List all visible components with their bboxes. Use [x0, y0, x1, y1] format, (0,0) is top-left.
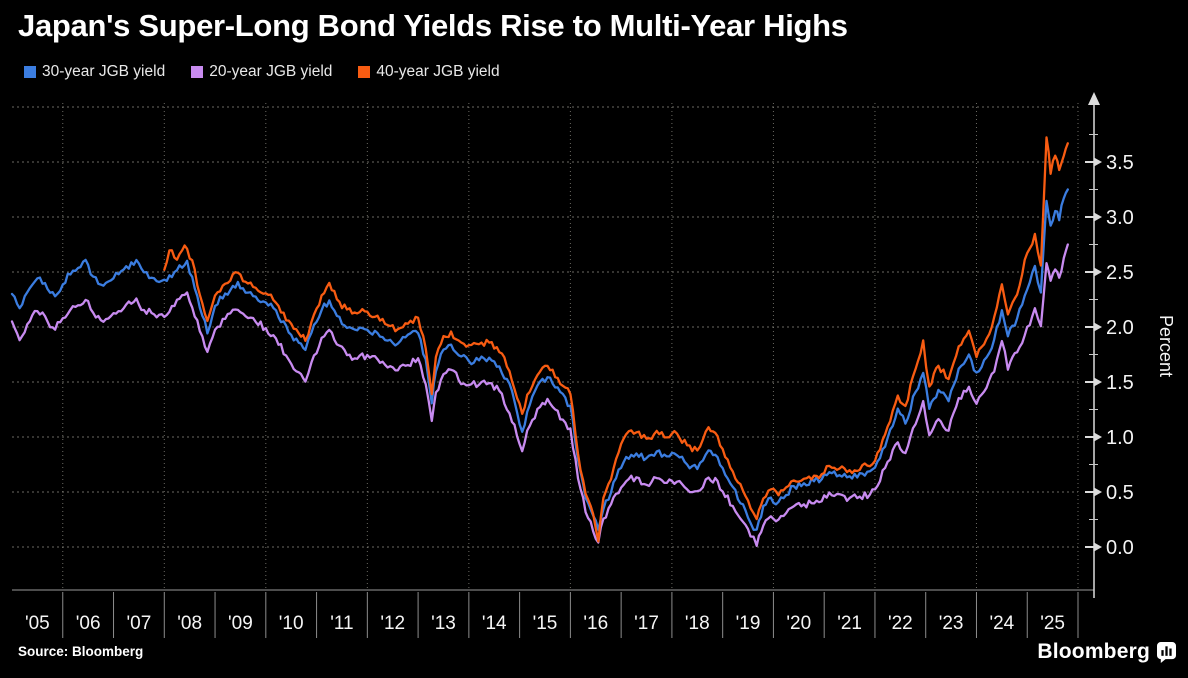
y-tick-arrow-icon	[1094, 377, 1102, 387]
x-tick-label: '20	[786, 613, 811, 634]
legend-swatch-30yr-icon	[24, 66, 36, 78]
x-tick-label: '05	[25, 613, 50, 634]
chart-title: Japan's Super-Long Bond Yields Rise to M…	[18, 8, 848, 43]
y-tick-label: 0.5	[1106, 482, 1134, 504]
legend-swatch-20yr-icon	[191, 66, 204, 78]
x-tick-label: '06	[76, 613, 101, 634]
x-tick-label: '24	[989, 613, 1014, 634]
y-tick-arrow-icon	[1094, 157, 1102, 167]
x-tick-label: '25	[1040, 613, 1065, 634]
legend: 30-year JGB yield 20-year JGB yield 40-y…	[24, 63, 500, 81]
y-tick-label: 3.0	[1106, 207, 1134, 229]
legend-label-40yr: 40-year JGB yield	[376, 63, 500, 80]
x-axis: '05 '06 '07 '08 '09 '10 '11 '12 '13 '14 '15 '16 '17 '…	[12, 589, 1094, 638]
series-lines	[10, 136, 1069, 547]
x-tick-label: '15	[533, 613, 558, 634]
x-tick-label: '22	[888, 613, 913, 634]
y-tick-label: 1.5	[1106, 372, 1134, 394]
x-tick-label: '18	[685, 613, 710, 634]
x-tick-label: '10	[279, 613, 304, 634]
y-tick-label: 2.0	[1106, 317, 1134, 339]
x-tick-label: '14	[482, 613, 507, 634]
y-tick-arrow-icon	[1094, 322, 1102, 332]
y-tick-arrow-icon	[1094, 542, 1102, 552]
y-tick-arrow-icon	[1094, 487, 1102, 497]
legend-item-20yr: 20-year JGB yield	[191, 63, 332, 81]
x-tick-label: '09	[228, 613, 253, 634]
bloomberg-bars-icon	[1157, 641, 1176, 663]
source-attribution: Source: Bloomberg	[18, 644, 144, 659]
x-tick-label: '13	[431, 613, 456, 634]
legend-swatch-40yr-icon	[358, 66, 371, 78]
x-tick-label: '16	[583, 613, 608, 634]
x-tick-label: '12	[380, 613, 405, 634]
y-axis: 0.0 0.5 1.0 1.5 2.0 2.5 3.0 3.5 Percent	[1085, 92, 1176, 598]
x-tick-label: '17	[634, 613, 659, 634]
y-tick-arrow-icon	[1094, 267, 1102, 277]
series-line-30-year	[10, 188, 1069, 531]
bloomberg-wordmark: Bloomberg	[1037, 640, 1150, 663]
bloomberg-logo: Bloomberg	[1037, 640, 1176, 664]
legend-label-20yr: 20-year JGB yield	[209, 63, 333, 80]
series-line-40-year	[163, 136, 1069, 543]
series-line-20-year	[10, 243, 1069, 547]
legend-item-30yr: 30-year JGB yield	[24, 63, 165, 81]
gridlines	[12, 103, 1079, 590]
legend-label-30yr: 30-year JGB yield	[42, 63, 166, 80]
y-tick-arrow-icon	[1094, 432, 1102, 442]
x-tick-label: '08	[177, 613, 202, 634]
y-axis-arrow-icon	[1088, 92, 1100, 105]
x-tick-label: '23	[939, 613, 964, 634]
y-tick-label: 2.5	[1106, 262, 1134, 284]
y-tick-label: 1.0	[1106, 427, 1134, 449]
y-tick-label: 0.0	[1106, 537, 1134, 559]
x-tick-label: '11	[330, 613, 353, 634]
y-tick-label: 3.5	[1106, 152, 1134, 174]
y-tick-arrow-icon	[1094, 212, 1102, 222]
x-tick-label: '19	[736, 613, 761, 634]
y-axis-title: Percent	[1156, 315, 1176, 377]
x-tick-label: '21	[837, 613, 862, 634]
x-tick-label: '07	[127, 613, 152, 634]
legend-item-40yr: 40-year JGB yield	[358, 63, 500, 81]
